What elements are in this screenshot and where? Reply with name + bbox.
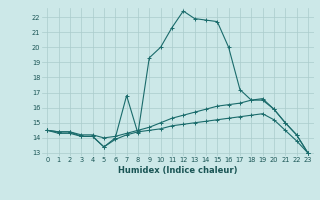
X-axis label: Humidex (Indice chaleur): Humidex (Indice chaleur) [118,166,237,175]
